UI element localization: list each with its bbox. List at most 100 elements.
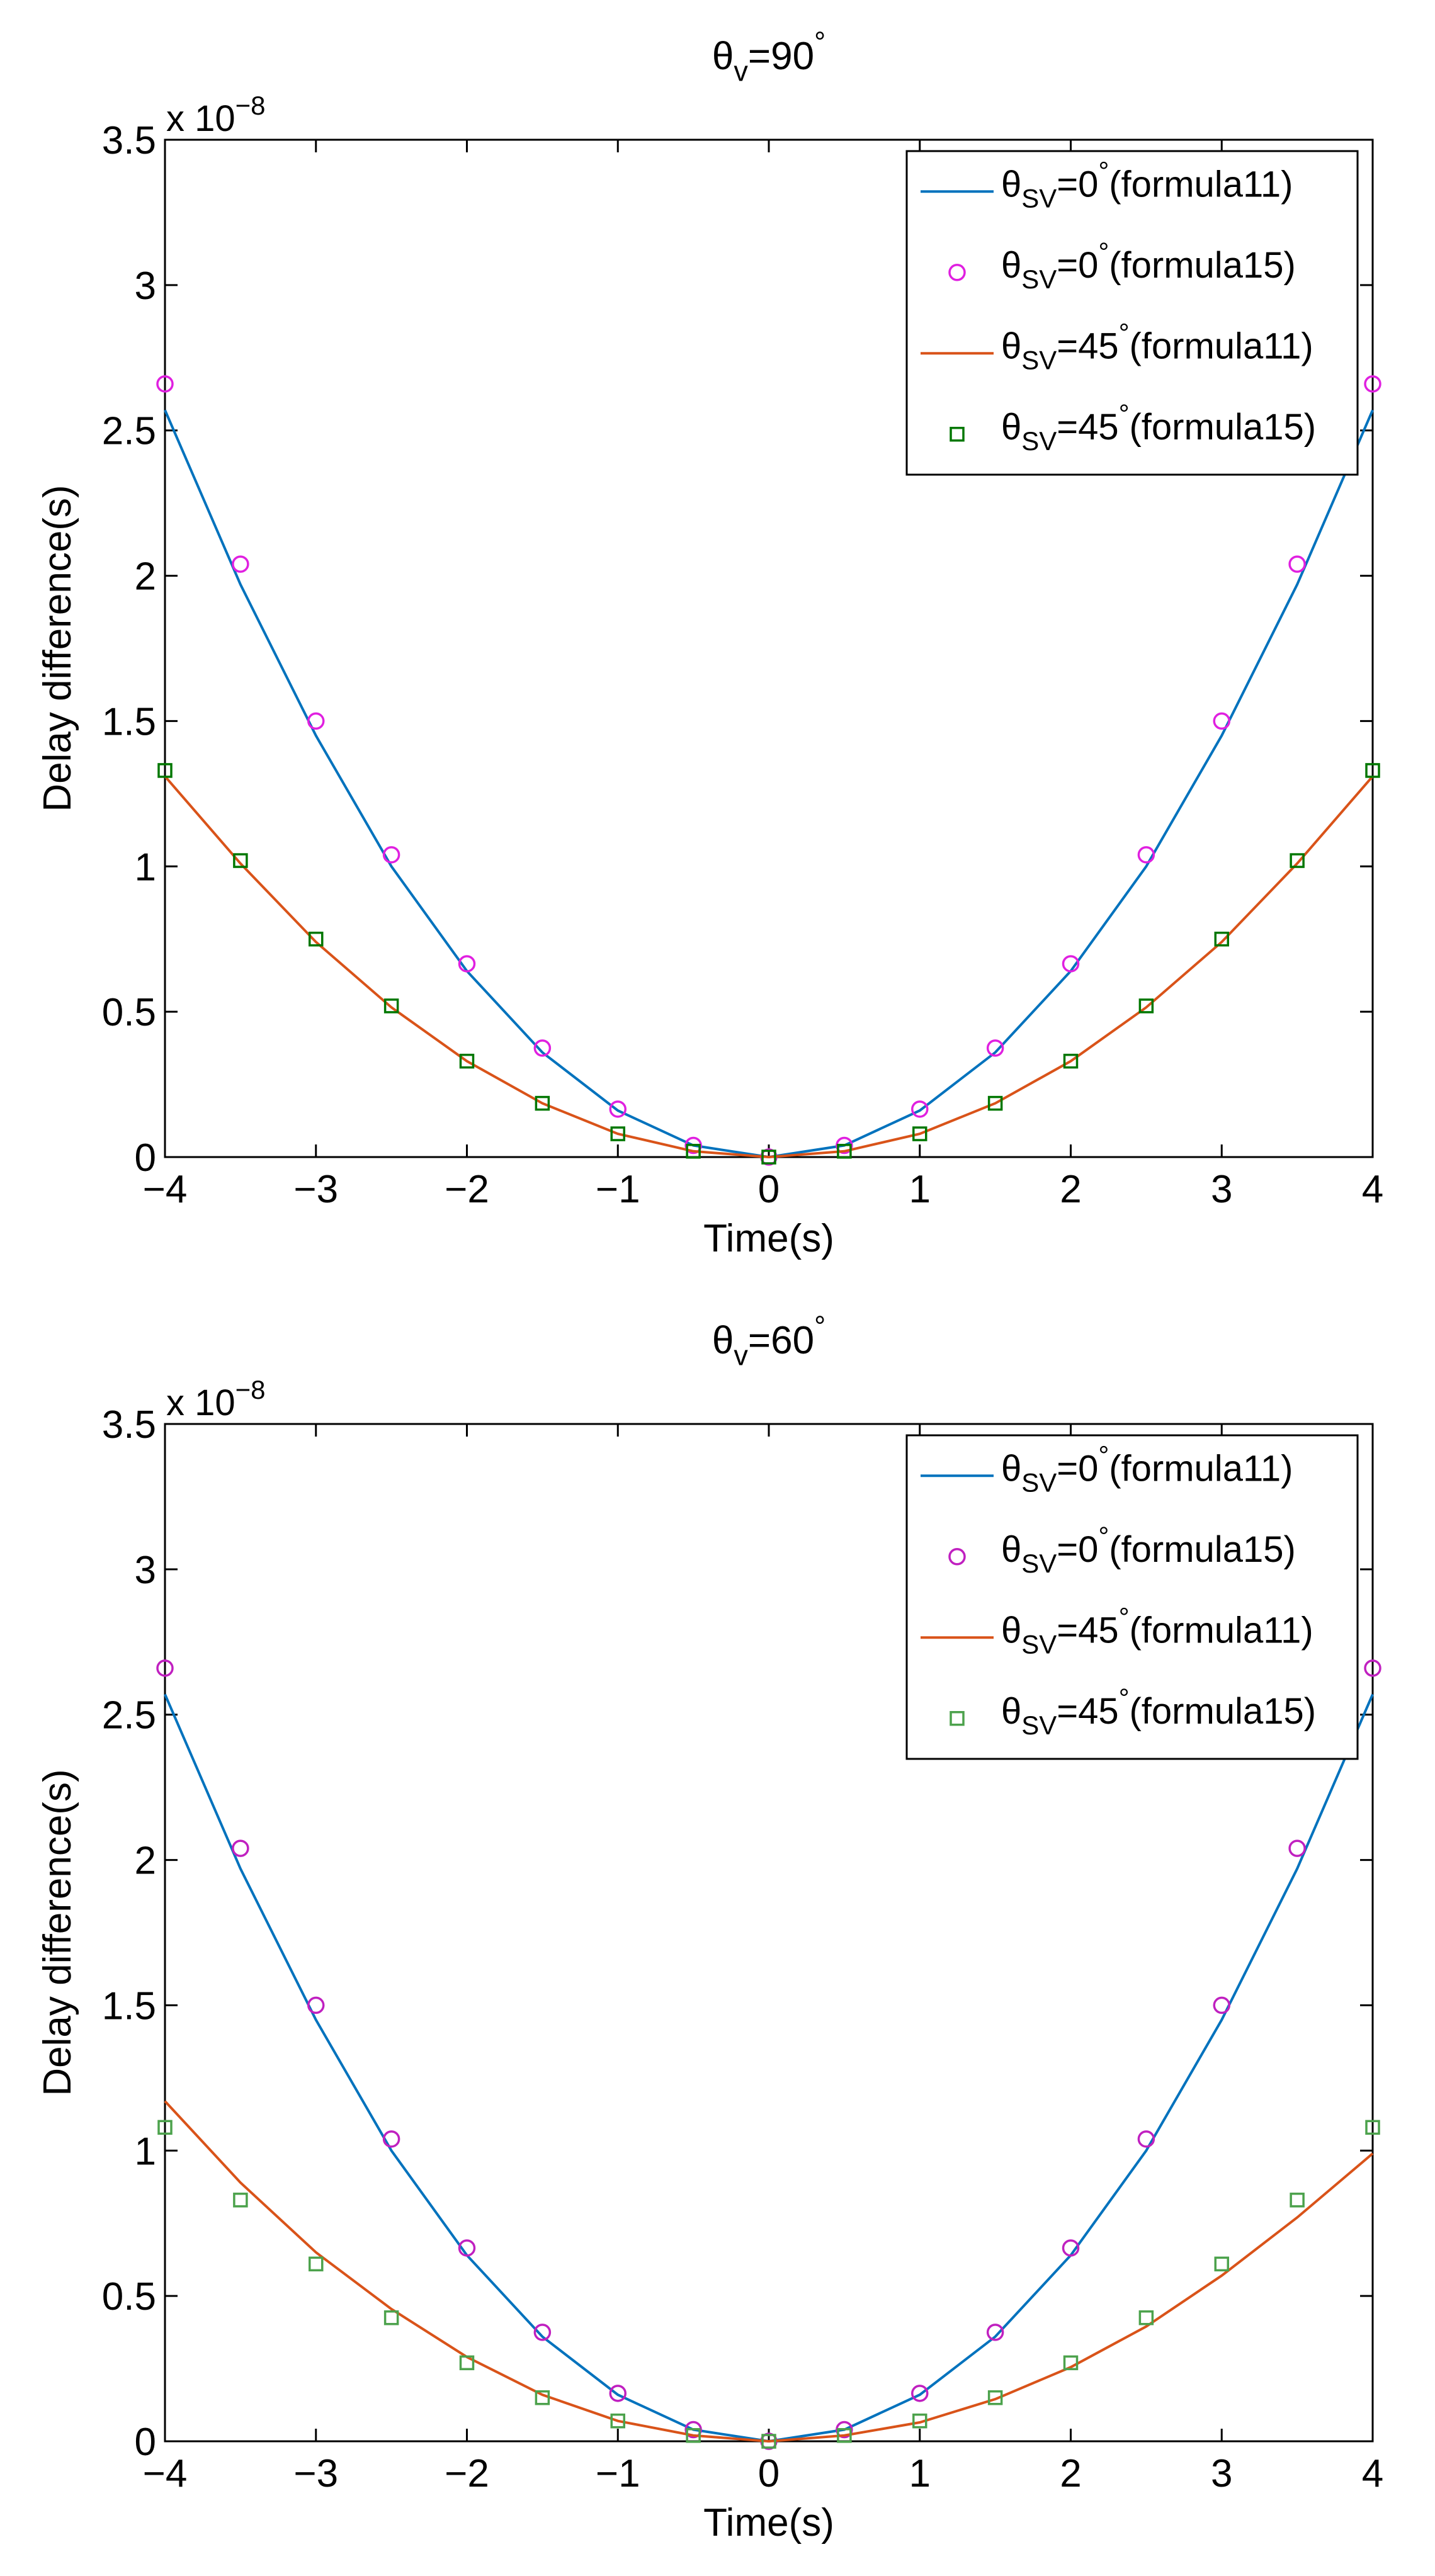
data-point-circle (609, 2385, 627, 2402)
legend-square-swatch (950, 1711, 965, 1726)
series-3 (164, 775, 1374, 1159)
data-point-circle (1062, 2239, 1080, 2257)
legend-circle-swatch (948, 264, 966, 281)
data-point-square (309, 2256, 324, 2272)
data-point-square (912, 1126, 927, 1141)
series-2 (156, 375, 1381, 1166)
data-point-circle (307, 1996, 325, 2014)
data-point-circle (458, 2239, 476, 2257)
chart-panel-1: −4 −3 −2 −1 0 1 2 3 4 0 0.5 1 1.5 2 2.5 3 3.5x 10−8 θv=90… (36, 26, 1383, 1260)
x-tick-label: 4 (1362, 1168, 1383, 1211)
data-point-square (233, 853, 248, 868)
y-tick-label: 0.5 (102, 991, 156, 1034)
legend-label: θSV=0°(formula11) (1001, 156, 1293, 213)
series-3 (164, 2100, 1374, 2443)
series-line (164, 409, 1374, 1159)
data-point-circle (1137, 2130, 1155, 2148)
y-exponent-label: x 10−8 (166, 1375, 266, 1423)
legend-label: θSV=45°(formula15) (1001, 399, 1316, 456)
data-point-square (837, 1144, 852, 1159)
data-point-square (1063, 1053, 1079, 1069)
series-line (164, 1693, 1374, 2443)
x-tick-label: −3 (293, 2452, 338, 2495)
y-tick-label: 1 (135, 2130, 156, 2173)
legend-label: θSV=0°(formula15) (1001, 237, 1296, 295)
x-tick-label: −3 (293, 1168, 338, 1211)
series-2 (156, 1659, 1381, 2450)
data-point-circle (533, 1039, 552, 1057)
data-point-square (383, 2310, 399, 2325)
data-point-circle (1137, 846, 1155, 864)
data-point-circle (1288, 1839, 1306, 1857)
y-tick-label: 3 (135, 264, 156, 308)
x-tick-label: 4 (1362, 2452, 1383, 2495)
data-point-square (610, 1126, 625, 1141)
data-point-square (459, 2355, 475, 2371)
legend-square-swatch (950, 427, 965, 442)
data-point-circle (1364, 375, 1381, 393)
x-tick-label: 2 (1060, 2452, 1081, 2495)
y-axis-label: Delay difference(s) (36, 485, 79, 811)
data-point-square (1365, 763, 1380, 778)
series-1 (164, 409, 1374, 1159)
data-point-circle (911, 1100, 929, 1118)
x-tick-label: 3 (1211, 1168, 1232, 1211)
data-point-circle (382, 2130, 400, 2148)
data-point-square (686, 2428, 701, 2443)
x-tick-label: 1 (909, 1168, 931, 1211)
data-point-square (383, 998, 399, 1014)
x-tick-label: −1 (596, 2452, 640, 2495)
y-tick-label: 0.5 (102, 2275, 156, 2319)
y-tick-label: 1 (135, 845, 156, 889)
x-tick-label: 2 (1060, 1168, 1081, 1211)
x-tick-label: −1 (596, 1168, 640, 1211)
data-point-circle (382, 846, 400, 864)
data-point-circle (986, 1039, 1004, 1057)
data-point-square (912, 2413, 927, 2429)
chart-panel-2: −4 −3 −2 −1 0 1 2 3 4 0 0.5 1 1.5 2 2.5 3 3.5x 10−8 θv=60… (36, 1310, 1383, 2545)
data-point-square (1138, 2310, 1154, 2325)
y-tick-label: 2.5 (102, 1694, 156, 1737)
data-point-square (309, 931, 324, 947)
legend-entry-4: θSV=45°(formula15) (950, 399, 1316, 456)
data-point-square (1290, 853, 1305, 868)
data-point-square (686, 1144, 701, 1159)
data-point-circle (1364, 1659, 1381, 1677)
data-point-circle (684, 1136, 702, 1155)
data-point-circle (1288, 555, 1306, 573)
x-tick-label: −2 (445, 2452, 489, 2495)
chart-title: θv=60° (712, 1310, 825, 1372)
legend-label: θSV=0°(formula15) (1001, 1522, 1296, 1579)
series-4 (157, 2120, 1380, 2449)
x-tick-label: 0 (758, 1168, 780, 1211)
legend-entry-1: θSV=0°(formula11) (921, 1440, 1293, 1498)
y-exponent-label: x 10−8 (166, 91, 266, 139)
data-point-square (761, 1150, 776, 1165)
series-4 (157, 763, 1380, 1165)
legend-label: θSV=45°(formula11) (1001, 318, 1313, 375)
data-point-circle (609, 1100, 627, 1118)
data-point-square (1365, 2120, 1380, 2135)
y-tick-label: 0 (135, 1136, 156, 1180)
data-point-square (459, 1053, 475, 1069)
y-axis-label: Delay difference(s) (36, 1769, 79, 2096)
legend-entry-4: θSV=45°(formula15) (950, 1683, 1316, 1740)
legend: θSV=0°(formula11) θSV=0°(formula15) θSV=45… (905, 1434, 1359, 1760)
legend-box (905, 1434, 1359, 1760)
legend: θSV=0°(formula11) θSV=0°(formula15) θSV=45… (905, 150, 1359, 476)
chart-title: θv=90° (712, 26, 825, 88)
series-line (164, 2100, 1374, 2443)
legend-entry-3: θSV=45°(formula11) (921, 318, 1313, 375)
data-point-circle (232, 555, 249, 573)
data-point-circle (533, 2324, 552, 2341)
x-tick-label: −4 (143, 1168, 188, 1211)
data-point-square (157, 763, 173, 778)
x-tick-label: −2 (445, 1168, 489, 1211)
x-axis-label: Time(s) (703, 1217, 834, 1260)
data-point-circle (986, 2324, 1004, 2341)
data-point-square (987, 2390, 1003, 2405)
legend-box (905, 150, 1359, 476)
legend-entry-2: θSV=0°(formula15) (948, 237, 1296, 295)
data-point-square (987, 1095, 1003, 1111)
